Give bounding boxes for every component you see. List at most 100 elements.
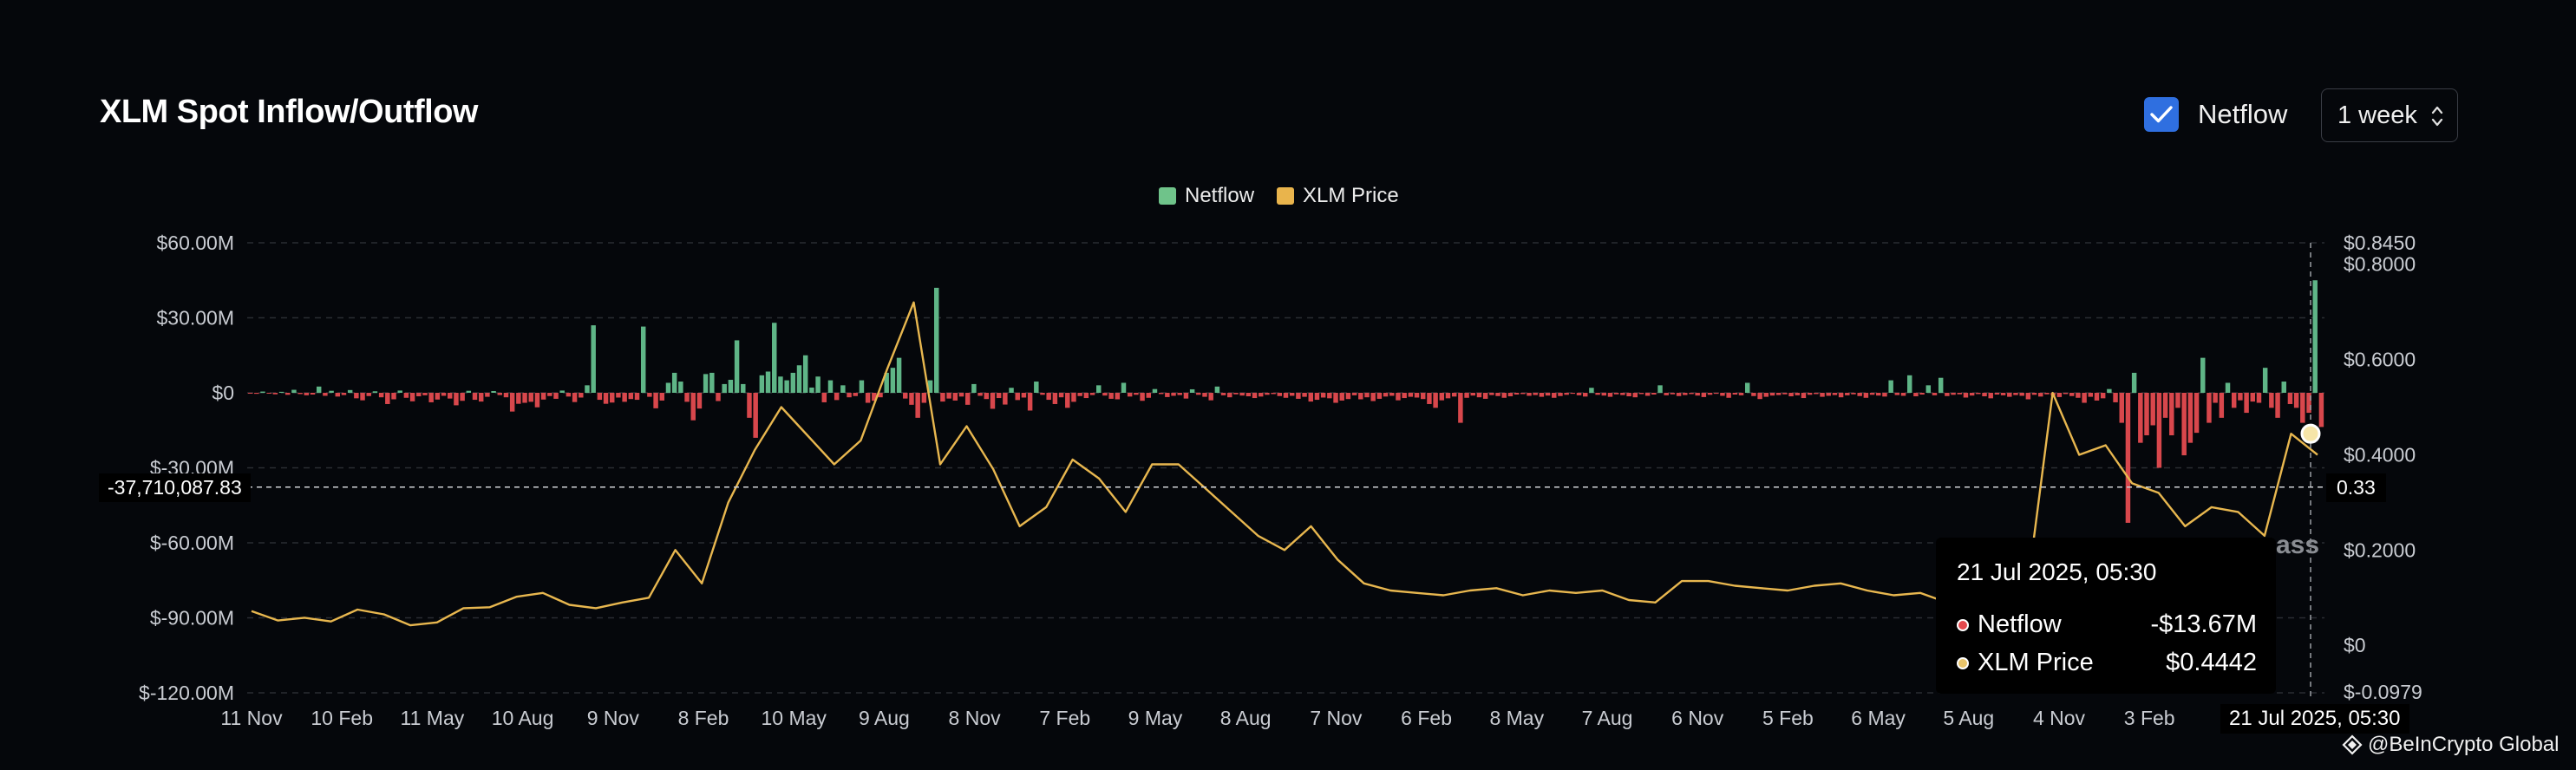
netflow-bar <box>2044 393 2050 395</box>
netflow-bar <box>659 393 665 401</box>
netflow-bar <box>622 393 627 402</box>
netflow-bar <box>372 391 378 393</box>
netflow-bar <box>260 391 265 393</box>
netflow-bar <box>1876 393 1881 396</box>
legend-label-price: XLM Price <box>1303 184 1399 207</box>
netflow-bar <box>2156 393 2162 468</box>
x-tick-label: 10 Aug <box>492 707 554 729</box>
netflow-bar <box>1763 393 1769 397</box>
netflow-bar <box>1470 393 1475 396</box>
netflow-bar <box>790 372 796 393</box>
netflow-bar <box>534 393 540 408</box>
x-tick-label: 11 May <box>401 707 465 729</box>
netflow-bar <box>1982 393 1987 397</box>
netflow-bar <box>2287 393 2293 404</box>
netflow-bar <box>1239 393 1245 396</box>
netflow-bar <box>1296 393 1301 399</box>
netflow-bar <box>2056 393 2063 397</box>
chevron-up-down-icon <box>2431 106 2443 127</box>
netflow-bar <box>1894 393 1900 395</box>
netflow-bar <box>1339 393 1344 401</box>
netflow-bar <box>703 374 709 393</box>
netflow-bar <box>1121 382 1127 393</box>
x-tick-label: 6 Nov <box>1671 707 1724 729</box>
netflow-bar <box>1015 393 1020 401</box>
y-right-tick-label: $0.2000 <box>2344 538 2416 561</box>
netflow-bar <box>2119 393 2124 423</box>
netflow-bar <box>1214 386 1220 393</box>
netflow-bar <box>984 393 990 400</box>
netflow-bar <box>1900 393 1906 396</box>
netflow-bar <box>540 393 546 400</box>
netflow-bar <box>2131 372 2137 393</box>
netflow-bar <box>1838 393 1844 398</box>
netflow-bar <box>909 393 914 405</box>
netflow-bar <box>1420 393 1426 400</box>
netflow-bar <box>1177 393 1182 395</box>
netflow-bar <box>304 393 310 395</box>
netflow-bar <box>1501 393 1507 398</box>
tooltip-date: 21 Jul 2025, 05:30 <box>1957 558 2157 585</box>
netflow-bar <box>647 393 652 397</box>
netflow-bar <box>466 390 472 393</box>
netflow-bar <box>2069 393 2075 396</box>
netflow-bar <box>1963 393 1969 398</box>
netflow-checkbox[interactable] <box>2144 97 2179 132</box>
netflow-bar <box>2269 393 2274 408</box>
netflow-bar <box>1271 393 1276 395</box>
netflow-bar <box>796 365 802 393</box>
tooltip-dot-price <box>1957 656 1969 669</box>
netflow-bar <box>1632 393 1638 398</box>
netflow-bar <box>1227 393 1232 398</box>
netflow-bar <box>2007 393 2012 397</box>
netflow-bar <box>1171 393 1176 396</box>
netflow-bar <box>2318 393 2324 427</box>
legend-item-price[interactable]: XLM Price <box>1277 184 1399 208</box>
netflow-bar <box>341 393 347 395</box>
netflow-bar <box>765 371 771 393</box>
netflow-bar <box>971 383 977 393</box>
netflow-bar <box>1165 393 1170 397</box>
netflow-bar <box>996 393 1002 399</box>
netflow-bar <box>572 393 578 402</box>
netflow-bar <box>946 393 951 399</box>
y-left-tick-label: $30.00M <box>156 307 234 330</box>
netflow-bar <box>1327 393 1332 399</box>
netflow-bar <box>1857 393 1862 396</box>
netflow-bar <box>1427 393 1432 404</box>
netflow-bar <box>2238 393 2243 401</box>
netflow-bar <box>1333 393 1338 403</box>
netflow-bar <box>247 393 253 394</box>
netflow-bar <box>1345 393 1351 400</box>
netflow-bar <box>859 380 865 393</box>
netflow-bar <box>2082 393 2087 403</box>
netflow-bar <box>2063 393 2069 395</box>
legend-item-netflow[interactable]: Netflow <box>1159 184 1254 208</box>
netflow-bar <box>435 393 441 400</box>
legend-swatch-price <box>1277 187 1295 205</box>
netflow-bar <box>416 393 422 397</box>
netflow-bar <box>1202 393 1207 397</box>
netflow-bar <box>884 372 889 393</box>
netflow-bar <box>747 393 752 418</box>
netflow-bar <box>1196 393 1201 395</box>
netflow-bar <box>1146 393 1152 398</box>
netflow-bar <box>1233 393 1239 395</box>
netflow-bar <box>1108 393 1114 399</box>
netflow-bar <box>2281 382 2286 393</box>
netflow-bar <box>890 368 896 393</box>
netflow-bar <box>1751 393 1756 396</box>
netflow-bar <box>1376 393 1383 399</box>
netflow-bar <box>1058 393 1064 398</box>
netflow-bar <box>1539 393 1545 397</box>
netflow-bar <box>1220 393 1226 395</box>
x-tick-label: 8 Aug <box>1220 707 1272 729</box>
netflow-toggle[interactable]: Netflow <box>2144 97 2287 132</box>
y-left-tick-label: $0 <box>212 382 234 404</box>
netflow-bar <box>1726 393 1731 398</box>
netflow-bar <box>1695 393 1700 396</box>
netflow-bar <box>690 393 696 421</box>
netflow-bar <box>503 393 509 398</box>
crosshair-y-right-label: 0.33 <box>2326 473 2386 502</box>
interval-select[interactable]: 1 week <box>2321 88 2458 142</box>
